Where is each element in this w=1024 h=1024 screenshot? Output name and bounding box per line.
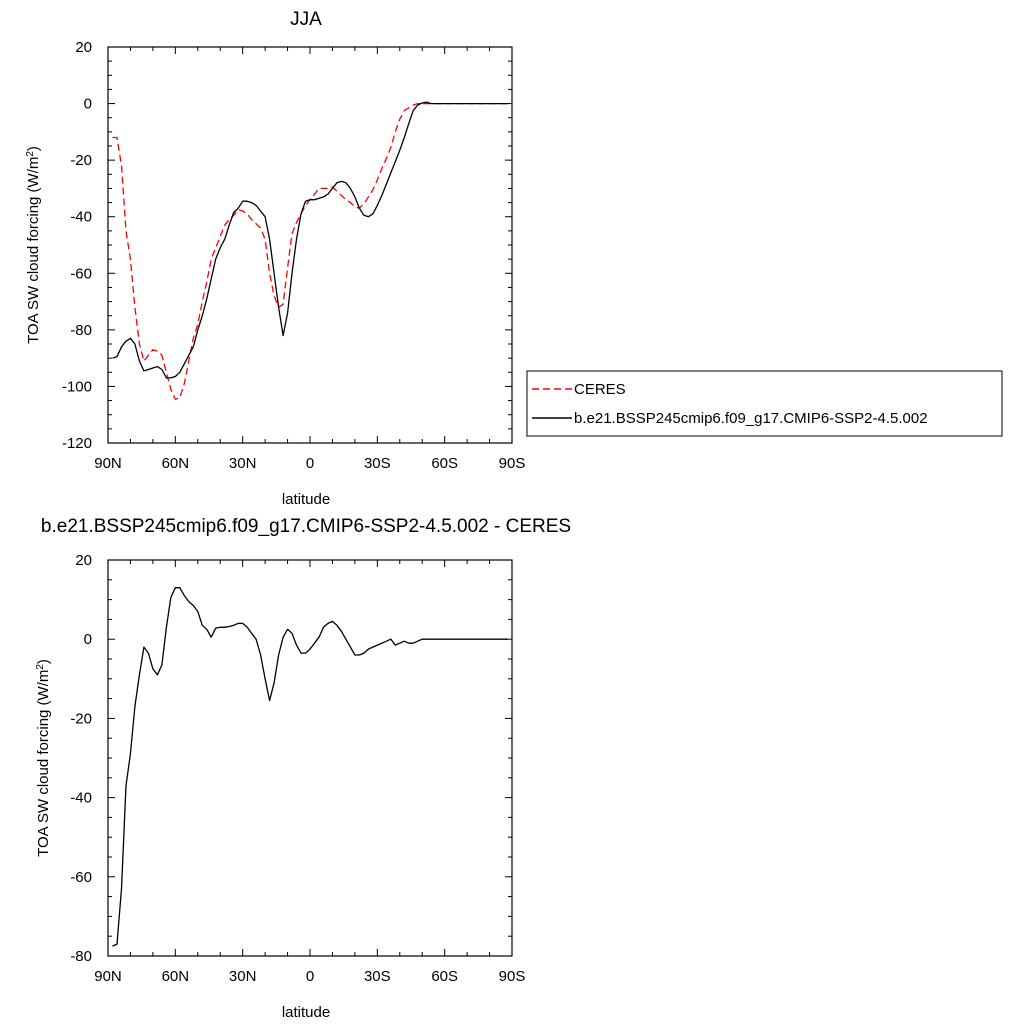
top-y-tick-label: 20 xyxy=(75,39,92,56)
top-series-line-0 xyxy=(112,102,508,400)
legend: CERES b.e21.BSSP245cmip6.f09_g17.CMIP6-S… xyxy=(526,370,1003,437)
top-y-tick-label: -120 xyxy=(62,435,92,452)
top-panel: JJA 20 0 -20 -40 -60 -80 -100 -120 90N 60N 30N 0 30… xyxy=(25,9,1003,508)
top-x-axis-label: latitude xyxy=(282,491,330,508)
top-y-tick-label: 0 xyxy=(84,96,92,113)
bottom-plot-frame xyxy=(107,559,513,957)
top-x-tick-label: 0 xyxy=(306,455,314,472)
bottom-series-line-0 xyxy=(112,587,508,947)
top-series-line-1 xyxy=(112,101,508,379)
bottom-y-axis-label: TOA SW cloud forcing (W/m2) xyxy=(35,659,53,857)
top-y-tick-label: -40 xyxy=(70,209,92,226)
top-y-tick-label: -20 xyxy=(70,152,92,169)
top-x-tick-label: 30S xyxy=(364,455,391,472)
bottom-x-tick-label: 90N xyxy=(94,968,122,985)
bottom-chart-title: b.e21.BSSP245cmip6.f09_g17.CMIP6-SSP2-4.… xyxy=(41,516,571,537)
bottom-panel: b.e21.BSSP245cmip6.f09_g17.CMIP6-SSP2-4.… xyxy=(35,516,572,1021)
bottom-x-axis-label: latitude xyxy=(282,1004,330,1021)
bottom-y-tick-label: -60 xyxy=(70,869,92,886)
bottom-y-tick-label: -20 xyxy=(70,710,92,727)
bottom-y-grid-ticks: 20 0 -20 -40 -60 -80 xyxy=(70,552,512,965)
top-x-tick-label: 30N xyxy=(229,455,257,472)
bottom-y-tick-label: 0 xyxy=(84,631,92,648)
top-y-grid-ticks: 20 0 -20 -40 -60 -80 -100 -120 xyxy=(62,39,512,452)
top-chart-title: JJA xyxy=(290,9,322,30)
bottom-x-tick-label: 30S xyxy=(364,968,391,985)
bottom-x-tick-label: 90S xyxy=(499,968,526,985)
top-y-tick-label: -100 xyxy=(62,378,92,395)
bottom-x-ticks: 90N 60N 30N 0 30S 60S 90S xyxy=(94,560,525,985)
top-y-axis-label: TOA SW cloud forcing (W/m2) xyxy=(25,146,43,344)
legend-box xyxy=(526,370,1003,437)
bottom-x-tick-label: 0 xyxy=(306,968,314,985)
bottom-series-layer xyxy=(112,587,508,947)
bottom-x-tick-label: 30N xyxy=(229,968,257,985)
top-x-tick-label: 90S xyxy=(499,455,526,472)
top-x-ticks: 90N 60N 30N 0 30S 60S 90S xyxy=(94,47,525,472)
top-y-tick-label: -60 xyxy=(70,265,92,282)
bottom-y-tick-label: 20 xyxy=(75,552,92,569)
top-y-tick-label: -80 xyxy=(70,322,92,339)
top-plot-frame xyxy=(107,46,513,444)
top-series-layer xyxy=(112,101,508,400)
top-x-tick-label: 90N xyxy=(94,455,122,472)
bottom-y-tick-label: -40 xyxy=(70,790,92,807)
legend-label-model: b.e21.BSSP245cmip6.f09_g17.CMIP6-SSP2-4.… xyxy=(574,410,928,427)
top-x-tick-label: 60S xyxy=(431,455,458,472)
top-x-tick-label: 60N xyxy=(162,455,190,472)
bottom-x-tick-label: 60S xyxy=(431,968,458,985)
bottom-y-tick-label: -80 xyxy=(70,948,92,965)
legend-label-ceres: CERES xyxy=(574,381,626,398)
bottom-x-tick-label: 60N xyxy=(162,968,190,985)
